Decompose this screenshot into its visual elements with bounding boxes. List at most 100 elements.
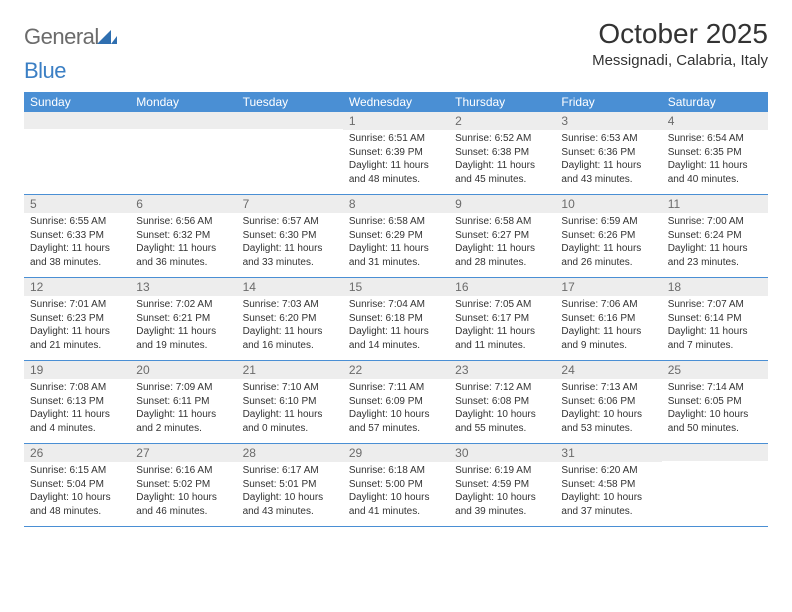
sunset-line: Sunset: 6:23 PM — [30, 312, 124, 326]
location: Messignadi, Calabria, Italy — [592, 52, 768, 69]
day-content: Sunrise: 6:20 AMSunset: 4:58 PMDaylight:… — [555, 462, 661, 522]
daylight-line: Daylight: 10 hours and 39 minutes. — [455, 491, 549, 518]
day-cell: 6Sunrise: 6:56 AMSunset: 6:32 PMDaylight… — [130, 195, 236, 277]
sunrise-line: Sunrise: 6:20 AM — [561, 464, 655, 478]
day-content: Sunrise: 6:15 AMSunset: 5:04 PMDaylight:… — [24, 462, 130, 522]
week-row: 26Sunrise: 6:15 AMSunset: 5:04 PMDayligh… — [24, 444, 768, 527]
sunset-line: Sunset: 6:14 PM — [668, 312, 762, 326]
day-number — [130, 112, 236, 129]
day-cell: 15Sunrise: 7:04 AMSunset: 6:18 PMDayligh… — [343, 278, 449, 360]
day-content: Sunrise: 7:05 AMSunset: 6:17 PMDaylight:… — [449, 296, 555, 356]
daylight-line: Daylight: 11 hours and 21 minutes. — [30, 325, 124, 352]
day-cell: 29Sunrise: 6:18 AMSunset: 5:00 PMDayligh… — [343, 444, 449, 526]
sunrise-line: Sunrise: 7:14 AM — [668, 381, 762, 395]
day-content: Sunrise: 6:53 AMSunset: 6:36 PMDaylight:… — [555, 130, 661, 190]
sunrise-line: Sunrise: 6:56 AM — [136, 215, 230, 229]
day-content: Sunrise: 6:56 AMSunset: 6:32 PMDaylight:… — [130, 213, 236, 273]
day-cell: 23Sunrise: 7:12 AMSunset: 6:08 PMDayligh… — [449, 361, 555, 443]
day-cell: 24Sunrise: 7:13 AMSunset: 6:06 PMDayligh… — [555, 361, 661, 443]
weekday-thursday: Thursday — [449, 92, 555, 112]
day-cell: 13Sunrise: 7:02 AMSunset: 6:21 PMDayligh… — [130, 278, 236, 360]
day-content: Sunrise: 7:03 AMSunset: 6:20 PMDaylight:… — [237, 296, 343, 356]
sunrise-line: Sunrise: 6:57 AM — [243, 215, 337, 229]
sunset-line: Sunset: 6:38 PM — [455, 146, 549, 160]
daylight-line: Daylight: 11 hours and 38 minutes. — [30, 242, 124, 269]
daylight-line: Daylight: 11 hours and 7 minutes. — [668, 325, 762, 352]
sunset-line: Sunset: 6:17 PM — [455, 312, 549, 326]
brand-logo: General Blue — [24, 24, 117, 84]
day-content: Sunrise: 6:16 AMSunset: 5:02 PMDaylight:… — [130, 462, 236, 522]
day-number: 7 — [237, 195, 343, 213]
day-cell: 2Sunrise: 6:52 AMSunset: 6:38 PMDaylight… — [449, 112, 555, 194]
day-content: Sunrise: 6:57 AMSunset: 6:30 PMDaylight:… — [237, 213, 343, 273]
daylight-line: Daylight: 11 hours and 26 minutes. — [561, 242, 655, 269]
day-cell: 10Sunrise: 6:59 AMSunset: 6:26 PMDayligh… — [555, 195, 661, 277]
sunset-line: Sunset: 6:06 PM — [561, 395, 655, 409]
sunset-line: Sunset: 6:13 PM — [30, 395, 124, 409]
sunset-line: Sunset: 6:26 PM — [561, 229, 655, 243]
sunrise-line: Sunrise: 7:12 AM — [455, 381, 549, 395]
daylight-line: Daylight: 10 hours and 50 minutes. — [668, 408, 762, 435]
sunset-line: Sunset: 5:00 PM — [349, 478, 443, 492]
day-cell: 27Sunrise: 6:16 AMSunset: 5:02 PMDayligh… — [130, 444, 236, 526]
daylight-line: Daylight: 11 hours and 11 minutes. — [455, 325, 549, 352]
day-cell: 8Sunrise: 6:58 AMSunset: 6:29 PMDaylight… — [343, 195, 449, 277]
sunrise-line: Sunrise: 7:10 AM — [243, 381, 337, 395]
day-content: Sunrise: 7:11 AMSunset: 6:09 PMDaylight:… — [343, 379, 449, 439]
daylight-line: Daylight: 11 hours and 40 minutes. — [668, 159, 762, 186]
day-number: 9 — [449, 195, 555, 213]
day-cell: 3Sunrise: 6:53 AMSunset: 6:36 PMDaylight… — [555, 112, 661, 194]
sunset-line: Sunset: 6:36 PM — [561, 146, 655, 160]
day-content: Sunrise: 6:58 AMSunset: 6:29 PMDaylight:… — [343, 213, 449, 273]
day-number: 5 — [24, 195, 130, 213]
sunrise-line: Sunrise: 6:52 AM — [455, 132, 549, 146]
daylight-line: Daylight: 11 hours and 23 minutes. — [668, 242, 762, 269]
weekday-sunday: Sunday — [24, 92, 130, 112]
day-number: 18 — [662, 278, 768, 296]
daylight-line: Daylight: 11 hours and 31 minutes. — [349, 242, 443, 269]
sunset-line: Sunset: 6:32 PM — [136, 229, 230, 243]
sunrise-line: Sunrise: 7:04 AM — [349, 298, 443, 312]
sunset-line: Sunset: 5:04 PM — [30, 478, 124, 492]
sunrise-line: Sunrise: 7:00 AM — [668, 215, 762, 229]
daylight-line: Daylight: 10 hours and 48 minutes. — [30, 491, 124, 518]
day-number: 4 — [662, 112, 768, 130]
empty-cell — [130, 112, 236, 194]
sunrise-line: Sunrise: 7:07 AM — [668, 298, 762, 312]
week-row: 12Sunrise: 7:01 AMSunset: 6:23 PMDayligh… — [24, 278, 768, 361]
day-cell: 16Sunrise: 7:05 AMSunset: 6:17 PMDayligh… — [449, 278, 555, 360]
day-number: 11 — [662, 195, 768, 213]
brand-text-2: Blue — [24, 58, 66, 83]
sunrise-line: Sunrise: 7:09 AM — [136, 381, 230, 395]
day-cell: 5Sunrise: 6:55 AMSunset: 6:33 PMDaylight… — [24, 195, 130, 277]
day-cell: 20Sunrise: 7:09 AMSunset: 6:11 PMDayligh… — [130, 361, 236, 443]
sunset-line: Sunset: 5:01 PM — [243, 478, 337, 492]
brand-text-1: General — [24, 24, 99, 49]
daylight-line: Daylight: 11 hours and 36 minutes. — [136, 242, 230, 269]
sunset-line: Sunset: 6:35 PM — [668, 146, 762, 160]
day-number: 2 — [449, 112, 555, 130]
day-number: 16 — [449, 278, 555, 296]
daylight-line: Daylight: 11 hours and 4 minutes. — [30, 408, 124, 435]
sunset-line: Sunset: 6:18 PM — [349, 312, 443, 326]
day-content: Sunrise: 6:58 AMSunset: 6:27 PMDaylight:… — [449, 213, 555, 273]
daylight-line: Daylight: 11 hours and 2 minutes. — [136, 408, 230, 435]
empty-cell — [24, 112, 130, 194]
day-number: 6 — [130, 195, 236, 213]
calendar-grid: Sunday Monday Tuesday Wednesday Thursday… — [24, 92, 768, 527]
day-number: 23 — [449, 361, 555, 379]
sunrise-line: Sunrise: 6:58 AM — [455, 215, 549, 229]
day-content: Sunrise: 7:04 AMSunset: 6:18 PMDaylight:… — [343, 296, 449, 356]
day-content: Sunrise: 7:02 AMSunset: 6:21 PMDaylight:… — [130, 296, 236, 356]
day-content: Sunrise: 7:06 AMSunset: 6:16 PMDaylight:… — [555, 296, 661, 356]
day-number: 10 — [555, 195, 661, 213]
sunrise-line: Sunrise: 6:54 AM — [668, 132, 762, 146]
sunset-line: Sunset: 5:02 PM — [136, 478, 230, 492]
sunset-line: Sunset: 6:05 PM — [668, 395, 762, 409]
day-number: 21 — [237, 361, 343, 379]
sunset-line: Sunset: 6:20 PM — [243, 312, 337, 326]
day-content: Sunrise: 6:51 AMSunset: 6:39 PMDaylight:… — [343, 130, 449, 190]
day-number: 15 — [343, 278, 449, 296]
sunset-line: Sunset: 6:21 PM — [136, 312, 230, 326]
day-content: Sunrise: 7:13 AMSunset: 6:06 PMDaylight:… — [555, 379, 661, 439]
